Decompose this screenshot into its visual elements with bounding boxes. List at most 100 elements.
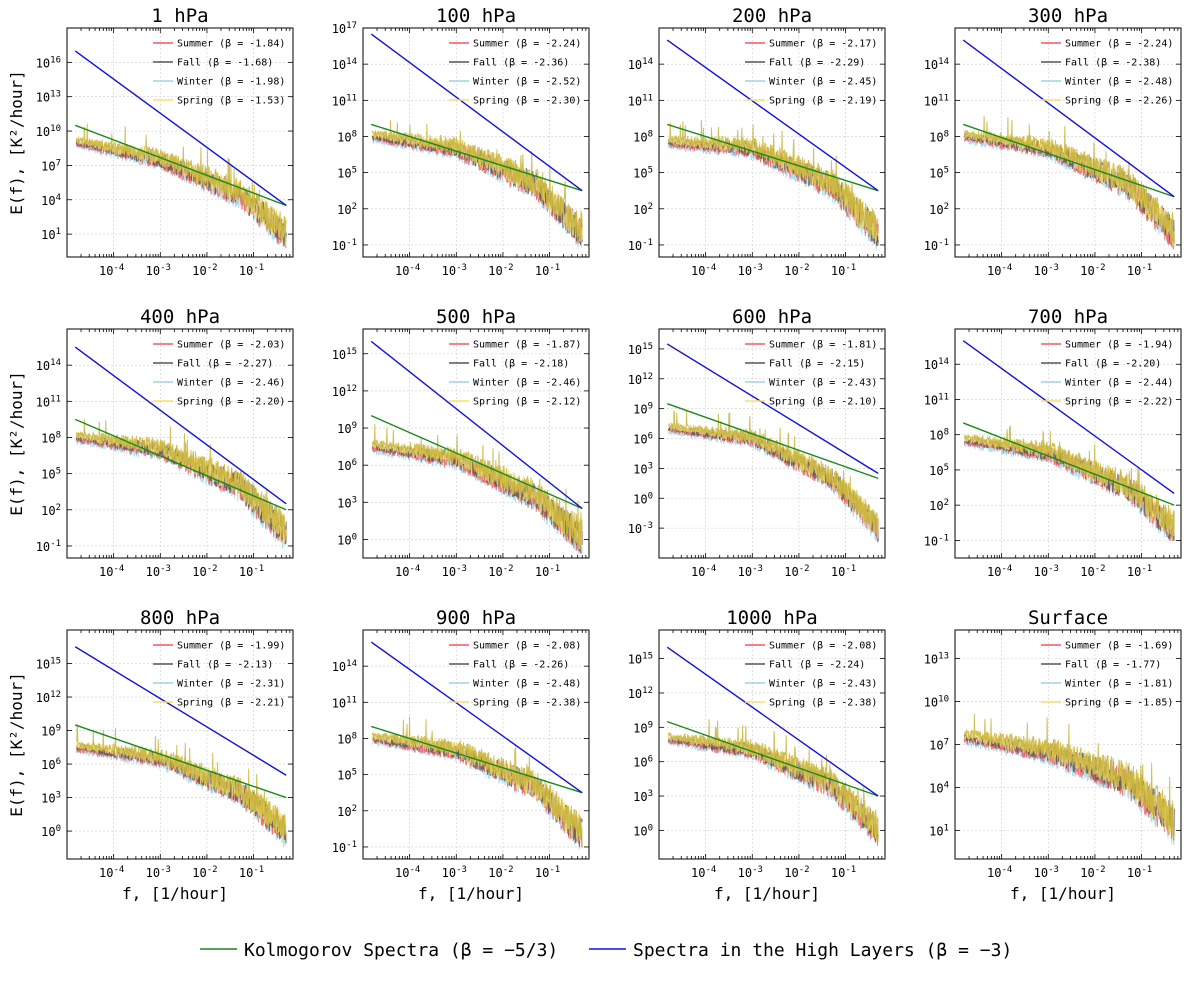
y-tick-label: 1013 <box>36 90 61 105</box>
kolmogorov-line <box>666 720 879 797</box>
x-tick-label: 10-4 <box>395 865 420 880</box>
y-tick-label: 1010 <box>36 124 61 139</box>
ticks: 10-4 10-3 10-2 10-1 10-1 102 105 108 1011 1014 <box>332 630 590 880</box>
y-tick-label: 10-1 <box>924 533 949 548</box>
y-tick-label: 100 <box>633 491 653 506</box>
spectra-series <box>370 641 583 850</box>
panel-legend: Summer (β = -1.99) Fall (β = -2.13) Winter… <box>153 641 285 709</box>
spectra-series <box>74 646 287 847</box>
grid <box>67 630 293 859</box>
legend-label-spring: Spring (β = -2.12) <box>473 397 581 408</box>
panel-title: 1000 hPa <box>726 607 818 629</box>
y-tick-label: 107 <box>929 738 949 753</box>
x-tick-label: 10-2 <box>488 865 513 880</box>
ticks: 10-4 10-3 10-2 10-1 10-1 102 105 108 1011 1014 <box>628 28 886 278</box>
x-tick-label: 10-2 <box>1080 564 1105 579</box>
panel-title: 100 hPa <box>436 5 516 27</box>
y-tick-label: 1014 <box>628 57 653 72</box>
y-tick-label: 105 <box>337 768 357 783</box>
y-tick-label: 101 <box>929 823 949 838</box>
high-layers-line <box>74 50 287 207</box>
series-overlap <box>371 717 583 848</box>
spectra-series <box>666 39 879 249</box>
panel-legend: Summer (β = -2.24) Fall (β = -2.38) Winter… <box>1041 39 1173 107</box>
kolmogorov-line <box>667 123 879 192</box>
y-tick-label: 100 <box>41 824 61 839</box>
y-tick-label: 1011 <box>332 93 357 108</box>
legend-label-fall: Fall (β = -2.26) <box>473 660 569 671</box>
x-tick-label: 10-3 <box>1034 865 1059 880</box>
axes-frame <box>362 328 590 559</box>
y-tick-label: 109 <box>633 720 653 735</box>
panel-title: 300 hPa <box>1028 5 1108 27</box>
high-layers-line <box>666 343 879 474</box>
figure-legend: Kolmogorov Spectra (β = −5/3) Spectra in … <box>200 940 1012 961</box>
legend-label-spring: Spring (β = -2.38) <box>769 698 877 709</box>
y-axis-label: E(f), [K²/hour] <box>7 70 26 215</box>
y-tick-label: 109 <box>633 402 653 417</box>
axes-frame <box>362 27 590 258</box>
kolmogorov-line <box>371 123 583 192</box>
legend-label-spring: Spring (β = -2.38) <box>473 698 581 709</box>
high-layers-line <box>666 646 879 797</box>
panel-legend: Summer (β = -1.81) Fall (β = -2.15) Winter… <box>745 340 877 408</box>
y-tick-label: 1015 <box>332 347 357 362</box>
y-tick-label: 1011 <box>36 394 61 409</box>
series-overlap <box>668 410 879 534</box>
axes-frame <box>658 328 886 559</box>
x-tick-label: 10-2 <box>488 564 513 579</box>
y-tick-label: 100 <box>633 823 653 838</box>
axes-frame <box>66 328 294 559</box>
axes-frame <box>66 629 294 860</box>
x-tick-label: 10-1 <box>831 865 856 880</box>
spectra-series <box>370 33 583 248</box>
y-tick-label: 1012 <box>36 690 61 705</box>
y-tick-label: 1014 <box>36 358 61 373</box>
legend-label-fall: Fall (β = -2.15) <box>769 359 865 370</box>
y-tick-label: 108 <box>337 129 357 144</box>
legend-label-spring: Spring (β = -2.20) <box>177 397 285 408</box>
x-tick-label: 10-2 <box>1080 865 1105 880</box>
y-tick-label: 102 <box>633 202 653 217</box>
x-tick-label: 10-4 <box>691 564 716 579</box>
high-layers-line <box>370 641 583 794</box>
x-tick-label: 10-4 <box>691 865 716 880</box>
legend-label-spring: Spring (β = -2.21) <box>177 698 285 709</box>
legend-label-summer: Summer (β = -1.87) <box>473 340 581 351</box>
legend-label-summer: Summer (β = -1.94) <box>1065 340 1173 351</box>
high-layers-line <box>666 39 879 192</box>
y-tick-label: 10-1 <box>36 539 61 554</box>
high-layers-line <box>962 340 1175 494</box>
x-tick-label: 10-4 <box>99 263 124 278</box>
high-layers-line <box>74 646 287 776</box>
spectra-series <box>370 340 583 555</box>
y-tick-label: 108 <box>633 129 653 144</box>
ticks: 10-4 10-3 10-2 10-1 10-1 102 105 108 1011 1014 101… <box>332 21 590 278</box>
axes-frame <box>658 27 886 258</box>
panel-11: 10-4 10-3 10-2 10-1 100 103 106 109 1012 1015 1000… <box>628 607 886 903</box>
panel-6: 10-4 10-3 10-2 10-1 100 103 106 109 1012 1015 500 … <box>332 306 590 579</box>
x-tick-label: 10-3 <box>146 865 171 880</box>
y-tick-label: 102 <box>929 202 949 217</box>
y-tick-label: 103 <box>633 789 653 804</box>
y-tick-label: 104 <box>41 193 61 208</box>
x-tick-label: 10-3 <box>1034 263 1059 278</box>
panel-4: 10-4 10-3 10-2 10-1 10-1 102 105 108 1011 1014 300… <box>924 5 1182 278</box>
series-overlap <box>371 119 583 242</box>
y-tick-label: 105 <box>41 467 61 482</box>
y-tick-label: 106 <box>337 458 357 473</box>
x-tick-label: 10-2 <box>784 865 809 880</box>
y-tick-label: 1014 <box>332 57 357 72</box>
y-tick-label: 105 <box>929 166 949 181</box>
x-tick-label: 10-4 <box>987 263 1012 278</box>
series-overlap <box>371 424 583 546</box>
y-tick-label: 1012 <box>628 686 653 701</box>
x-tick-label: 10-4 <box>395 564 420 579</box>
x-tick-label: 10-1 <box>239 263 264 278</box>
legend-label-winter: Winter (β = -1.98) <box>177 77 285 88</box>
y-tick-label: 10-1 <box>332 840 357 855</box>
legend-label-summer: Summer (β = -1.69) <box>1065 641 1173 652</box>
legend-label-spring: Spring (β = -2.10) <box>769 397 877 408</box>
ticks: 10-4 10-3 10-2 10-1 10-1 102 105 108 1011 1014 <box>36 329 294 579</box>
y-tick-label: 10-3 <box>628 521 653 536</box>
